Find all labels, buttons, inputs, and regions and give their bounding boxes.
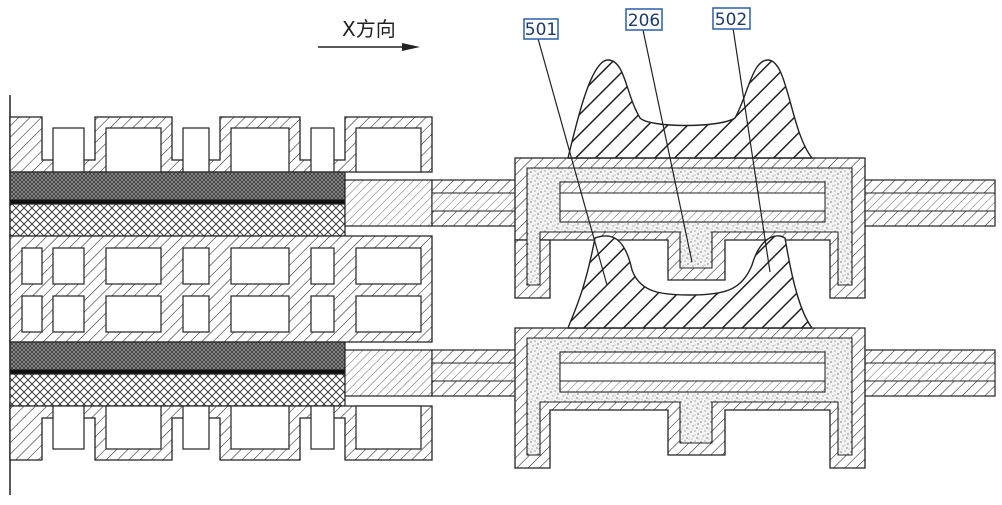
label-left-text: 501 [525, 20, 557, 40]
upper-black-line [10, 200, 415, 204]
upper-tab-assembly [431, 157, 996, 299]
upper-clamp-shape [567, 59, 814, 159]
lower-connector-band [344, 349, 433, 397]
lower-dense-layer [9, 341, 346, 371]
direction-arrow-head [402, 43, 420, 51]
lower-tab-core-left [431, 362, 518, 382]
top-comb-cell [105, 127, 162, 173]
upper-connector-band [344, 179, 433, 227]
direction-indicator: X方向 [318, 17, 420, 51]
top-comb-cell [182, 127, 210, 173]
leader-line-left [536, 34, 608, 286]
bottom-comb-cell [105, 405, 162, 450]
label-middle-text: 206 [628, 11, 660, 31]
middle-grid-cell [230, 295, 290, 333]
middle-grid-cell [355, 295, 422, 333]
middle-grid-cell [310, 295, 335, 333]
upper-tab-core-left [431, 192, 518, 212]
middle-grid-cell [105, 295, 162, 333]
direction-label: X方向 [342, 17, 396, 41]
lower-tab-assembly [431, 327, 996, 469]
upper-clamp [567, 59, 814, 159]
middle-grid-cell [105, 247, 162, 285]
upper-cross-layer [9, 203, 346, 237]
lower-clamp-shape [566, 235, 814, 329]
label-right-box [712, 7, 751, 30]
bottom-comb-cell [355, 405, 422, 450]
middle-grid-cell [21, 295, 43, 333]
lower-black-line [10, 370, 415, 374]
bottom-comb-cell [182, 405, 210, 450]
bottom-comb-cell [230, 405, 290, 450]
cell-structure [9, 116, 433, 461]
upper-dense-layer [9, 171, 346, 201]
middle-grid-cell [355, 247, 422, 285]
label-left: 501 [523, 18, 559, 40]
middle-grid-cell [52, 295, 85, 333]
upper-tab-core-right [857, 192, 996, 212]
top-comb-cell [52, 127, 85, 173]
bottom-comb-cell [310, 405, 335, 450]
label-right-text: 502 [715, 10, 747, 30]
lower-cross-layer [9, 373, 346, 407]
bottom-comb-cell [52, 405, 85, 450]
label-left-box [523, 18, 559, 40]
leader-lines [536, 27, 771, 286]
top-comb-cell [355, 127, 422, 173]
middle-grid-cell [182, 247, 210, 285]
middle-grid-cell [182, 295, 210, 333]
upper-inner-core [559, 192, 826, 212]
top-comb-cell [310, 127, 335, 173]
middle-grid-cell [310, 247, 335, 285]
label-middle-box [625, 8, 663, 31]
middle-grid-cell [52, 247, 85, 285]
label-middle: 206 [625, 8, 663, 31]
leader-line-middle [642, 29, 693, 263]
lower-inner-core [559, 362, 826, 382]
middle-grid-cell [21, 247, 43, 285]
lower-clamp [566, 235, 814, 329]
middle-grid-cell [230, 247, 290, 285]
label-right: 502 [712, 7, 751, 30]
leader-line-right [732, 27, 771, 273]
top-comb-cell [230, 127, 290, 173]
lower-tab-core-right [857, 362, 996, 382]
